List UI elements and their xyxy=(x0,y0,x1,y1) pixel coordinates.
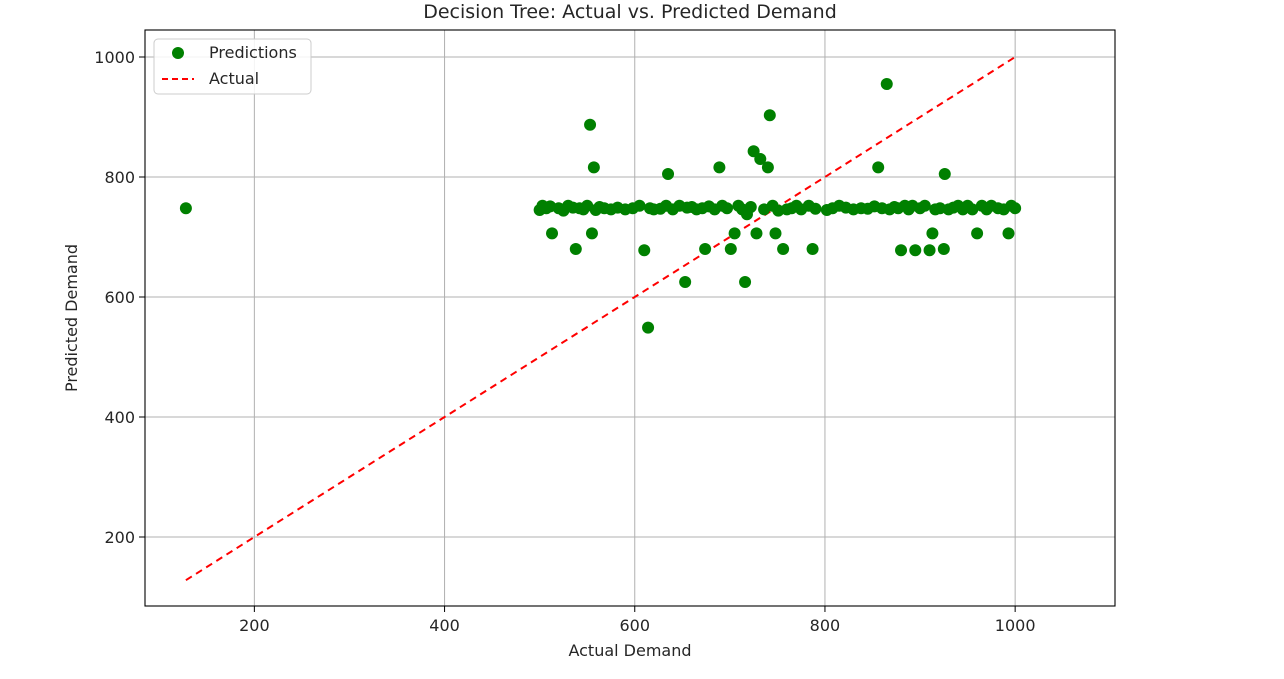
prediction-point xyxy=(918,199,931,212)
prediction-point xyxy=(754,153,767,165)
prediction-point xyxy=(728,227,741,240)
prediction-point xyxy=(584,118,597,131)
prediction-point xyxy=(895,244,908,257)
actual-line xyxy=(185,56,1016,582)
prediction-point xyxy=(638,244,651,257)
prediction-point xyxy=(966,203,979,216)
y-tick-label: 800 xyxy=(104,168,135,187)
prediction-point xyxy=(926,227,939,240)
prediction-point xyxy=(642,321,655,334)
actual-line-layer xyxy=(185,56,1016,582)
y-tick-label: 600 xyxy=(104,288,135,307)
x-tick-label: 200 xyxy=(239,616,270,635)
prediction-point xyxy=(750,227,763,240)
prediction-point xyxy=(1009,202,1022,215)
axis-ticks: 200 400 600 800 1000 200 400 600 800 1000 xyxy=(94,48,1035,635)
x-tick-label: 600 xyxy=(619,616,650,635)
x-tick-label: 800 xyxy=(810,616,841,635)
prediction-point xyxy=(744,201,757,213)
legend: Predictions Actual xyxy=(153,38,312,95)
prediction-point xyxy=(747,145,760,158)
x-axis-label: Actual Demand xyxy=(568,641,691,660)
x-tick-label: 400 xyxy=(429,616,460,635)
grid-lines xyxy=(145,30,1115,606)
prediction-point xyxy=(769,227,782,240)
prediction-point xyxy=(777,243,790,255)
legend-predictions-marker xyxy=(172,47,184,59)
prediction-point xyxy=(880,78,893,90)
y-tick-label: 1000 xyxy=(94,48,135,67)
prediction-point xyxy=(971,227,984,240)
y-tick-label: 200 xyxy=(104,528,135,547)
prediction-point xyxy=(761,161,774,174)
prediction-point xyxy=(721,202,733,215)
legend-predictions-label: Predictions xyxy=(209,43,297,62)
plot-area-frame xyxy=(144,29,1116,607)
prediction-point xyxy=(923,244,936,257)
prediction-point xyxy=(699,243,712,255)
prediction-point xyxy=(739,276,752,288)
y-tick-label: 400 xyxy=(104,408,135,427)
prediction-point xyxy=(633,199,646,212)
x-tick-label: 1000 xyxy=(995,616,1036,635)
prediction-point xyxy=(569,243,582,255)
prediction-point xyxy=(809,202,822,215)
y-axis-label: Predicted Demand xyxy=(62,244,81,392)
predictions-points xyxy=(179,78,1022,334)
prediction-point xyxy=(938,168,951,180)
prediction-point xyxy=(587,161,600,174)
prediction-point xyxy=(763,109,776,122)
legend-actual-label: Actual xyxy=(209,69,259,88)
prediction-point xyxy=(806,243,819,255)
prediction-point xyxy=(662,168,675,180)
prediction-point xyxy=(1002,227,1015,240)
prediction-point xyxy=(679,276,692,288)
prediction-point xyxy=(179,202,192,215)
prediction-point xyxy=(937,243,950,255)
prediction-point xyxy=(872,161,885,174)
prediction-point xyxy=(546,227,559,240)
prediction-point xyxy=(585,227,598,240)
chart-title: Decision Tree: Actual vs. Predicted Dema… xyxy=(423,1,837,23)
prediction-point xyxy=(909,244,922,257)
prediction-point xyxy=(724,243,737,255)
prediction-point xyxy=(713,161,726,174)
